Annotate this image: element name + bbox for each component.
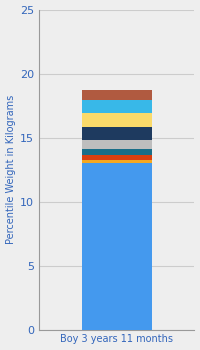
Bar (82, 127, 152, 140)
Bar (82, 100, 152, 113)
Bar (82, 149, 152, 155)
Bar (82, 90, 152, 100)
Bar (82, 140, 152, 149)
Bar (82, 163, 152, 330)
Bar (82, 155, 152, 160)
Y-axis label: Percentile Weight in Kilograms: Percentile Weight in Kilograms (6, 95, 16, 244)
Bar (82, 113, 152, 127)
Bar (82, 160, 152, 163)
